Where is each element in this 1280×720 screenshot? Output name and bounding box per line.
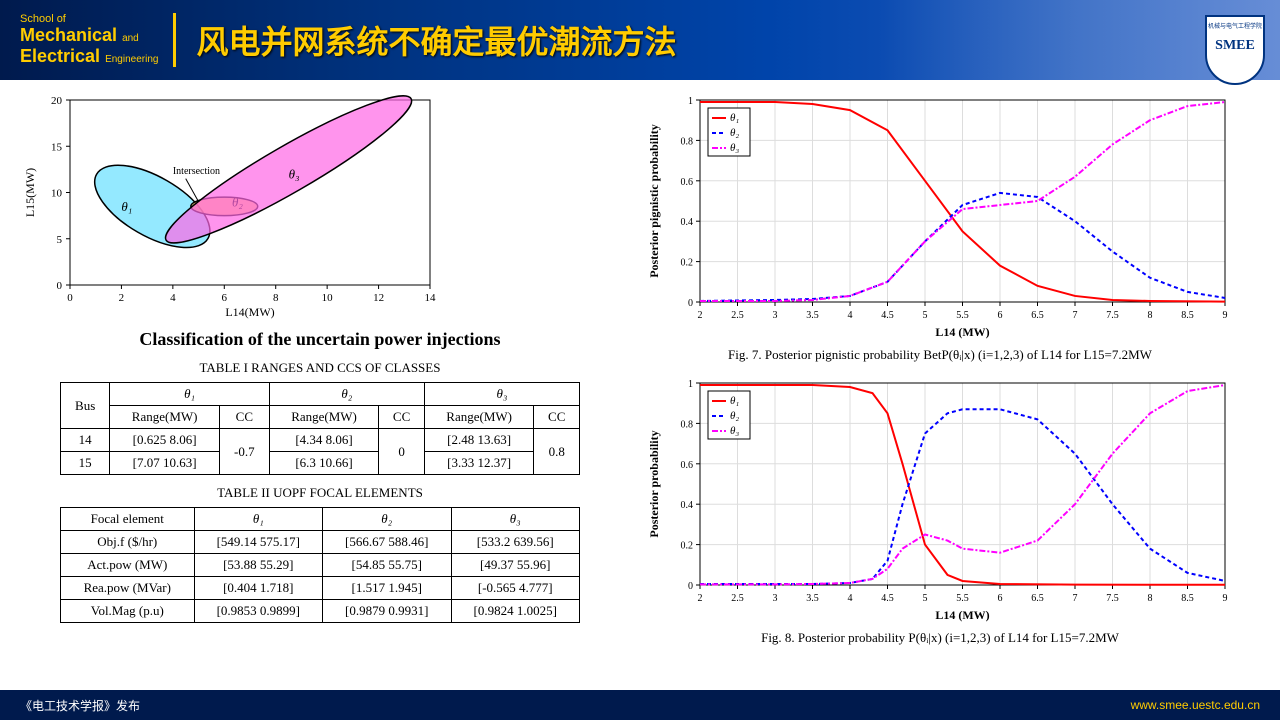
svg-text:2.5: 2.5: [731, 310, 744, 321]
right-panel: 2 2.5 3 3.5 4 4.5 5 5.5 6 6.5 7 7.5 8 8.5 9 0 0.2 0.4 0.6 0…: [620, 90, 1240, 670]
fig8-caption: Fig. 8. Posterior probability P(θᵢ|x) (i…: [640, 630, 1240, 646]
svg-text:0.6: 0.6: [681, 177, 694, 188]
table1: Busθ₁θ₂θ₃Range(MW)CCRange(MW)CCRange(MW)…: [60, 382, 580, 475]
svg-text:15: 15: [51, 141, 63, 153]
school-block: School of Mechanical and Electrical Engi…: [20, 13, 176, 67]
svg-text:4.5: 4.5: [881, 593, 894, 604]
svg-text:L15(MW): L15(MW): [23, 168, 37, 217]
fig7-caption: Fig. 7. Posterior pignistic probability …: [640, 347, 1240, 363]
svg-text:10: 10: [51, 188, 63, 200]
svg-text:20: 20: [51, 95, 63, 107]
svg-text:θ₂: θ₂: [730, 127, 739, 139]
fig7-chart: 2 2.5 3 3.5 4 4.5 5 5.5 6 6.5 7 7.5 8 8.5 9 0 0.2 0.4 0.6 0…: [640, 90, 1240, 345]
svg-text:14: 14: [425, 292, 437, 304]
svg-text:1: 1: [688, 96, 693, 107]
svg-text:10: 10: [322, 292, 334, 304]
svg-text:Posterior probability: Posterior probability: [647, 430, 661, 537]
scatter-chart: 0246810121405101520L14(MW)L15(MW)θ₁θ₂θ₃I…: [20, 90, 620, 325]
table2-title: TABLE II UOPF FOCAL ELEMENTS: [20, 485, 620, 501]
svg-text:θ₃: θ₃: [730, 425, 739, 437]
svg-text:3.5: 3.5: [806, 593, 819, 604]
svg-text:4.5: 4.5: [881, 310, 894, 321]
svg-text:6: 6: [998, 593, 1003, 604]
svg-text:Intersection: Intersection: [173, 166, 220, 177]
svg-text:θ₂: θ₂: [730, 410, 739, 422]
footer: 《电工技术学报》发布 www.smee.uestc.edu.cn: [0, 690, 1280, 720]
svg-text:L14(MW): L14(MW): [225, 305, 274, 319]
scatter-caption: Classification of the uncertain power in…: [20, 329, 620, 350]
svg-text:5: 5: [57, 234, 63, 246]
svg-text:8: 8: [1148, 593, 1153, 604]
school-line1: School of: [20, 13, 158, 25]
svg-text:8.5: 8.5: [1181, 310, 1194, 321]
svg-text:7.5: 7.5: [1106, 593, 1119, 604]
svg-text:6: 6: [222, 292, 228, 304]
fig8-chart: 2 2.5 3 3.5 4 4.5 5 5.5 6 6.5 7 7.5 8 8.5 9 0 0.2 0.4 0.6 0…: [640, 373, 1240, 628]
svg-text:0: 0: [57, 280, 63, 292]
school-line3: Electrical Engineering: [20, 46, 158, 67]
page-title: 风电并网系统不确定最优潮流方法: [196, 17, 676, 63]
svg-text:5.5: 5.5: [956, 593, 969, 604]
svg-text:θ₁: θ₁: [730, 112, 739, 124]
svg-text:θ₁: θ₁: [121, 199, 132, 214]
table1-title: TABLE I RANGES AND CCS OF CLASSES: [20, 360, 620, 376]
svg-text:8: 8: [273, 292, 279, 304]
content: 0246810121405101520L14(MW)L15(MW)θ₁θ₂θ₃I…: [0, 80, 1280, 680]
svg-text:0.2: 0.2: [681, 541, 694, 552]
svg-text:7: 7: [1073, 310, 1078, 321]
svg-text:12: 12: [373, 292, 384, 304]
svg-text:L14 (MW): L14 (MW): [935, 608, 989, 622]
svg-text:5.5: 5.5: [956, 310, 969, 321]
svg-text:3.5: 3.5: [806, 310, 819, 321]
svg-text:0.6: 0.6: [681, 460, 694, 471]
svg-text:7.5: 7.5: [1106, 310, 1119, 321]
svg-text:2.5: 2.5: [731, 593, 744, 604]
svg-text:3: 3: [773, 593, 778, 604]
svg-text:θ₃: θ₃: [730, 142, 739, 154]
svg-text:4: 4: [170, 292, 176, 304]
svg-text:2: 2: [119, 292, 125, 304]
svg-text:θ₁: θ₁: [730, 395, 739, 407]
svg-text:8: 8: [1148, 310, 1153, 321]
svg-text:2: 2: [698, 310, 703, 321]
svg-text:1: 1: [688, 379, 693, 390]
svg-text:9: 9: [1223, 593, 1228, 604]
footer-left: 《电工技术学报》发布: [20, 697, 140, 714]
svg-text:9: 9: [1223, 310, 1228, 321]
header: School of Mechanical and Electrical Engi…: [0, 0, 1280, 80]
svg-text:6: 6: [998, 310, 1003, 321]
svg-text:4: 4: [848, 310, 853, 321]
svg-text:L14 (MW): L14 (MW): [935, 325, 989, 339]
svg-text:0.4: 0.4: [681, 500, 694, 511]
svg-text:0.2: 0.2: [681, 258, 694, 269]
left-panel: 0246810121405101520L14(MW)L15(MW)θ₁θ₂θ₃I…: [20, 90, 620, 670]
svg-text:0: 0: [688, 298, 693, 309]
svg-text:8.5: 8.5: [1181, 593, 1194, 604]
svg-text:0: 0: [67, 292, 73, 304]
svg-text:6.5: 6.5: [1031, 593, 1044, 604]
svg-text:4: 4: [848, 593, 853, 604]
svg-text:0.4: 0.4: [681, 217, 694, 228]
svg-text:0: 0: [688, 581, 693, 592]
svg-text:θ₃: θ₃: [289, 167, 300, 182]
svg-text:7: 7: [1073, 593, 1078, 604]
svg-text:3: 3: [773, 310, 778, 321]
table2: Focal elementθ₁θ₂θ₃Obj.f ($/hr)[549.14 5…: [60, 507, 580, 623]
svg-text:0.8: 0.8: [681, 136, 694, 147]
svg-text:5: 5: [923, 310, 928, 321]
svg-text:Posterior pignistic probabilit: Posterior pignistic probability: [647, 124, 661, 278]
logo-badge: 机械与电气工程学院 SMEE: [1205, 15, 1265, 85]
svg-text:0.8: 0.8: [681, 419, 694, 430]
school-line2: Mechanical and: [20, 25, 158, 46]
svg-text:2: 2: [698, 593, 703, 604]
footer-url: www.smee.uestc.edu.cn: [1131, 698, 1260, 712]
svg-text:6.5: 6.5: [1031, 310, 1044, 321]
svg-text:5: 5: [923, 593, 928, 604]
